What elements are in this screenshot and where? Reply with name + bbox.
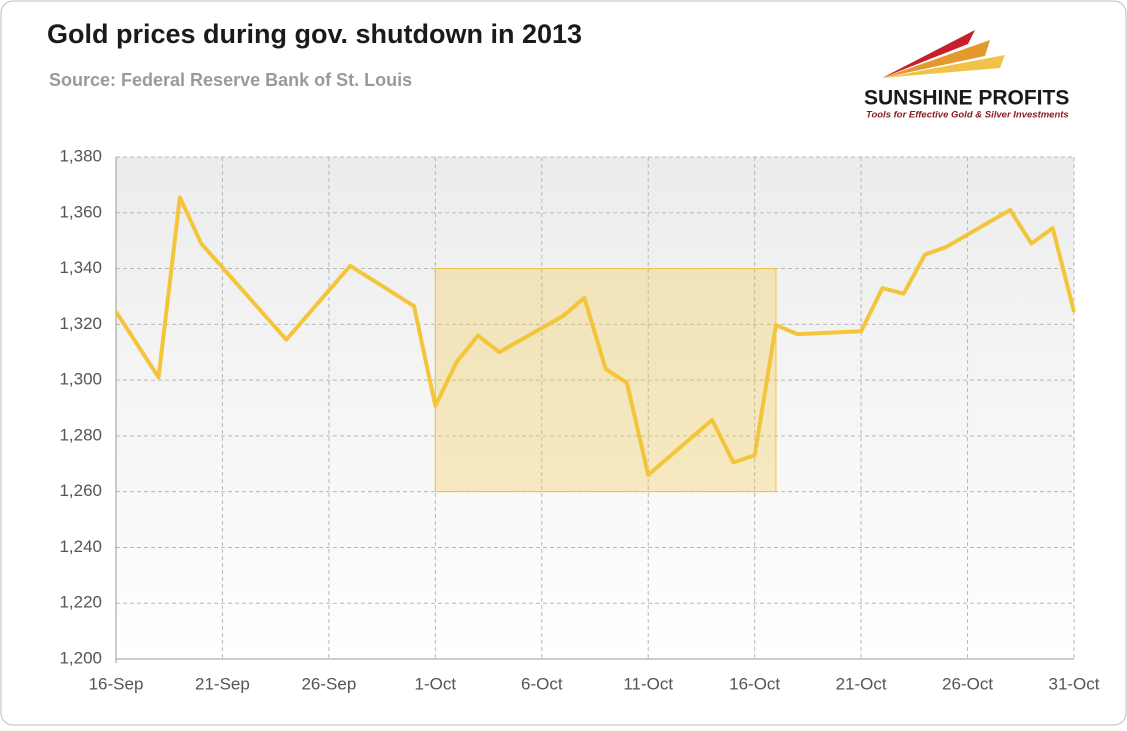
logo-stripe xyxy=(882,55,1005,78)
x-tick-label: 21-Sep xyxy=(195,674,250,693)
chart-subtitle: Source: Federal Reserve Bank of St. Loui… xyxy=(49,70,412,90)
logo-stripe xyxy=(882,30,975,78)
y-tick-label: 1,200 xyxy=(59,648,102,667)
chart-title: Gold prices during gov. shutdown in 2013 xyxy=(47,19,582,49)
y-tick-label: 1,240 xyxy=(59,537,102,556)
y-tick-label: 1,280 xyxy=(59,425,102,444)
logo-name: SUNSHINE PROFITS xyxy=(864,87,1069,110)
logo: SUNSHINE PROFITS Tools for Effective Gol… xyxy=(864,30,1069,121)
y-tick-label: 1,360 xyxy=(59,202,102,221)
y-tick-label: 1,320 xyxy=(59,314,102,333)
y-tick-label: 1,220 xyxy=(59,593,102,612)
x-tick-label: 6-Oct xyxy=(521,674,563,693)
highlight-box xyxy=(434,268,777,493)
x-tick-label: 16-Oct xyxy=(729,674,780,693)
y-tick-label: 1,260 xyxy=(59,481,102,500)
x-tick-label: 31-Oct xyxy=(1048,674,1099,693)
x-tick-label: 26-Oct xyxy=(942,674,993,693)
x-tick-label: 21-Oct xyxy=(836,674,887,693)
y-tick-label: 1,380 xyxy=(59,146,102,165)
x-tick-label: 26-Sep xyxy=(301,674,356,693)
x-tick-label: 16-Sep xyxy=(89,674,144,693)
x-tick-label: 11-Oct xyxy=(623,674,673,693)
x-tick-label: 1-Oct xyxy=(415,674,457,693)
price-line xyxy=(114,195,1076,477)
plot-area xyxy=(116,157,1074,659)
y-tick-label: 1,300 xyxy=(59,370,102,389)
logo-stripe xyxy=(882,40,990,78)
logo-tagline: Tools for Effective Gold & Silver Invest… xyxy=(866,110,1069,121)
y-tick-label: 1,340 xyxy=(59,258,102,277)
